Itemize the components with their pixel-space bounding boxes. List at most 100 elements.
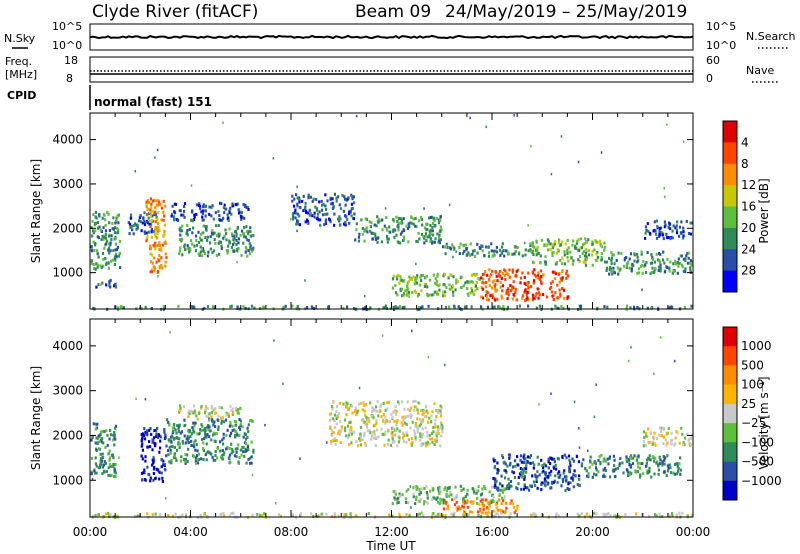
range-gate-cell <box>418 237 421 241</box>
range-gate-cell <box>333 413 337 417</box>
range-gate-cell <box>503 495 506 499</box>
range-gate-cell <box>502 499 505 503</box>
range-gate-cell <box>520 487 523 491</box>
colorbar-tick-label: 28 <box>741 264 756 278</box>
range-gate-cell <box>169 451 172 455</box>
isolated-echo <box>273 339 275 342</box>
range-gate-cell <box>201 231 204 235</box>
range-gate-cell <box>525 464 528 468</box>
range-gate-cell <box>676 465 679 469</box>
range-gate-cell <box>660 430 663 433</box>
range-gate-cell <box>161 243 165 247</box>
range-gate-cell <box>159 202 162 206</box>
range-gate-cell <box>509 284 512 288</box>
range-gate-cell <box>525 297 528 301</box>
range-gate-cell <box>196 516 200 520</box>
range-gate-cell <box>502 461 505 465</box>
range-gate-cell <box>529 244 532 248</box>
range-gate-cell <box>181 237 184 241</box>
range-gate-cell <box>213 231 216 235</box>
range-gate-cell <box>399 494 402 498</box>
range-gate-cell <box>385 216 388 219</box>
range-gate-cell <box>90 470 93 474</box>
range-gate-cell <box>446 504 449 508</box>
range-gate-cell <box>534 473 537 477</box>
range-gate-cell <box>392 426 395 430</box>
range-gate-cell <box>96 442 99 445</box>
range-gate-cell <box>107 261 110 265</box>
range-gate-cell <box>591 242 594 246</box>
range-gate-cell <box>403 416 406 420</box>
scatter-band <box>92 304 693 312</box>
range-gate-cell <box>207 428 210 432</box>
range-gate-cell <box>295 193 298 197</box>
range-gate-cell <box>509 461 512 465</box>
range-gate-cell <box>423 241 426 245</box>
range-gate-cell <box>587 472 590 476</box>
range-gate-cell <box>572 239 575 243</box>
range-gate-cell <box>109 249 112 253</box>
range-gate-cell <box>153 210 156 214</box>
range-gate-cell <box>111 453 114 457</box>
range-gate-cell <box>529 484 532 488</box>
range-gate-cell <box>172 215 176 219</box>
range-gate-cell <box>512 280 515 284</box>
range-gate-cell <box>639 473 642 477</box>
range-gate-cell <box>677 467 680 470</box>
range-gate-cell <box>108 234 111 238</box>
range-gate-cell <box>104 229 108 233</box>
range-gate-cell <box>416 417 419 421</box>
range-gate-cell <box>673 443 676 447</box>
range-gate-cell <box>640 250 643 254</box>
range-gate-cell <box>517 463 520 467</box>
range-gate-cell <box>229 206 232 210</box>
range-gate-cell <box>603 466 607 470</box>
range-gate-cell <box>179 233 182 237</box>
range-gate-cell <box>428 416 431 420</box>
range-gate-cell <box>232 410 235 414</box>
range-gate-cell <box>606 457 609 461</box>
range-gate-cell <box>558 238 561 242</box>
range-gate-cell <box>625 256 628 259</box>
range-gate-cell <box>334 442 337 446</box>
range-gate-cell <box>306 306 309 309</box>
range-gate-cell <box>484 498 487 502</box>
range-gate-cell <box>186 247 189 251</box>
range-gate-cell <box>324 220 327 224</box>
range-gate-cell <box>612 454 615 458</box>
range-gate-cell <box>249 456 252 460</box>
range-gate-cell <box>425 500 428 504</box>
range-gate-cell <box>580 462 584 466</box>
range-gate-cell <box>140 229 143 233</box>
x-tick-label: 12:00 <box>374 525 409 539</box>
range-gate-cell <box>682 236 685 240</box>
range-gate-cell <box>494 485 498 489</box>
range-gate-cell <box>113 436 116 440</box>
range-gate-cell <box>220 419 223 423</box>
range-gate-cell <box>553 457 556 461</box>
range-gate-cell <box>154 512 157 516</box>
range-gate-cell <box>536 276 539 280</box>
range-gate-cell <box>351 207 354 210</box>
isolated-echo <box>156 148 159 152</box>
range-gate-cell <box>156 232 159 236</box>
range-gate-cell <box>407 290 411 294</box>
range-gate-cell <box>646 251 649 254</box>
range-gate-cell <box>188 227 191 231</box>
range-gate-cell <box>113 284 116 288</box>
range-gate-cell <box>105 283 108 287</box>
range-gate-cell <box>243 235 246 239</box>
range-gate-cell <box>158 259 161 263</box>
range-gate-cell <box>399 241 402 245</box>
isolated-echo <box>304 279 306 282</box>
range-gate-cell <box>371 434 374 438</box>
range-gate-cell <box>136 226 139 230</box>
range-gate-cell <box>601 245 604 249</box>
range-gate-cell <box>577 238 580 241</box>
range-gate-cell <box>426 443 429 447</box>
scatter-band <box>529 237 607 267</box>
range-gate-cell <box>179 431 182 435</box>
range-gate-cell <box>606 305 609 309</box>
range-gate-cell <box>170 445 173 448</box>
isolated-echo <box>578 446 581 449</box>
